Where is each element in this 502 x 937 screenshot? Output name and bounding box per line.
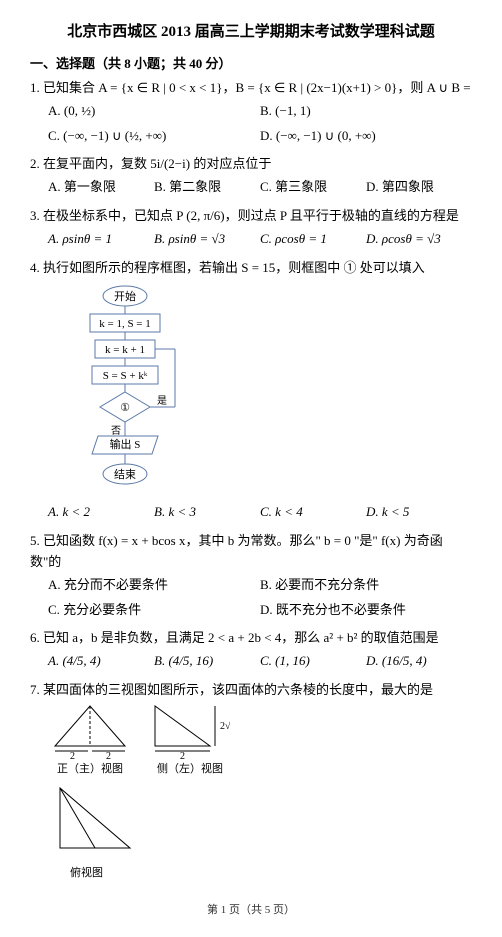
q3-opt-d: D. ρcosθ = √3	[366, 227, 472, 252]
flowchart-svg: 开始 k = 1, S = 1 k = k + 1 S = S + kᵏ ① 是…	[70, 284, 190, 494]
svg-text:2: 2	[70, 751, 75, 761]
q5-opt-c: C. 充分必要条件	[48, 598, 260, 623]
q6-opt-b: B. (4/5, 16)	[154, 649, 260, 674]
q2-opt-a: A. 第一象限	[48, 175, 154, 200]
q4-opt-d: D. k < 5	[366, 500, 472, 525]
q6-opt-a: A. (4/5, 4)	[48, 649, 154, 674]
q7-stem: 7. 某四面体的三视图如图所示，该四面体的六条棱的长度中，最大的是	[30, 682, 433, 697]
q2-opt-c: C. 第三象限	[260, 175, 366, 200]
question-4: 4. 执行如图所示的程序框图，若输出 S = 15，则框图中 ① 处可以填入 开…	[30, 258, 472, 526]
page-title: 北京市西城区 2013 届高三上学期期末考试数学理科试题	[30, 20, 472, 41]
side-view-svg: 2√3 2	[150, 701, 230, 761]
q1-opt-a: A. (0, ½)	[48, 99, 260, 124]
q3-opt-c: C. ρcosθ = 1	[260, 227, 366, 252]
flow-end: 结束	[114, 468, 136, 481]
q1-opt-b: B. (−1, 1)	[260, 99, 472, 124]
section-heading: 一、选择题（共 8 小题；共 40 分）	[30, 53, 472, 72]
q4-opt-b: B. k < 3	[154, 500, 260, 525]
svg-text:2√3: 2√3	[220, 721, 230, 732]
q5-stem: 5. 已知函数 f(x) = x + bcos x，其中 b 为常数。那么" b…	[30, 533, 443, 569]
svg-text:2: 2	[106, 751, 111, 761]
q3-opt-b: B. ρsinθ = √3	[154, 227, 260, 252]
q4-opt-a: A. k < 2	[48, 500, 154, 525]
q4-opt-c: C. k < 4	[260, 500, 366, 525]
flow-out: 输出 S	[110, 437, 141, 451]
front-view-label: 正（主）视图	[50, 761, 130, 779]
question-5: 5. 已知函数 f(x) = x + bcos x，其中 b 为常数。那么" b…	[30, 531, 472, 622]
top-view-label: 俯视图	[70, 865, 472, 883]
q1-opt-d: D. (−∞, −1) ∪ (0, +∞)	[260, 124, 472, 149]
q2-opt-b: B. 第二象限	[154, 175, 260, 200]
q3-opt-a: A. ρsinθ = 1	[48, 227, 154, 252]
flow-step2: S = S + kᵏ	[103, 370, 148, 382]
flowchart: 开始 k = 1, S = 1 k = k + 1 S = S + kᵏ ① 是…	[70, 284, 472, 494]
three-views: 22 正（主）视图 2√3 2 侧（左）视图	[50, 701, 472, 779]
q2-stem: 2. 在复平面内，复数 5i/(2−i) 的对应点位于	[30, 156, 271, 171]
q6-stem: 6. 已知 a，b 是非负数，且满足 2 < a + 2b < 4，那么 a² …	[30, 630, 439, 645]
front-view-svg: 22	[50, 701, 130, 761]
q5-opt-b: B. 必要而不充分条件	[260, 573, 472, 598]
q5-opt-a: A. 充分而不必要条件	[48, 573, 260, 598]
flow-no: 否	[111, 425, 121, 437]
q1-stem: 1. 已知集合 A = {x ∈ R | 0 < x < 1}，B = {x ∈…	[30, 80, 471, 95]
flow-cond: ①	[120, 402, 130, 414]
q2-opt-d: D. 第四象限	[366, 175, 472, 200]
q6-opt-c: C. (1, 16)	[260, 649, 366, 674]
flow-init: k = 1, S = 1	[99, 318, 151, 330]
side-view-label: 侧（左）视图	[150, 761, 230, 779]
question-6: 6. 已知 a，b 是非负数，且满足 2 < a + 2b < 4，那么 a² …	[30, 628, 472, 674]
q6-opt-d: D. (16/5, 4)	[366, 649, 472, 674]
page-footer: 第 1 页（共 5 页）	[30, 901, 472, 917]
question-2: 2. 在复平面内，复数 5i/(2−i) 的对应点位于 A. 第一象限 B. 第…	[30, 154, 472, 200]
flow-yes: 是	[157, 395, 167, 407]
question-3: 3. 在极坐标系中，已知点 P (2, π/6)，则过点 P 且平行于极轴的直线…	[30, 206, 472, 252]
q5-opt-d: D. 既不充分也不必要条件	[260, 598, 472, 623]
q4-stem: 4. 执行如图所示的程序框图，若输出 S = 15，则框图中 ① 处可以填入	[30, 260, 425, 275]
q3-stem: 3. 在极坐标系中，已知点 P (2, π/6)，则过点 P 且平行于极轴的直线…	[30, 208, 459, 223]
q1-opt-c: C. (−∞, −1) ∪ (½, +∞)	[48, 124, 260, 149]
top-view-svg	[50, 778, 140, 858]
flow-start: 开始	[114, 289, 136, 303]
question-1: 1. 已知集合 A = {x ∈ R | 0 < x < 1}，B = {x ∈…	[30, 78, 472, 148]
question-7: 7. 某四面体的三视图如图所示，该四面体的六条棱的长度中，最大的是 22 正（主…	[30, 680, 472, 883]
flow-step1: k = k + 1	[105, 344, 145, 356]
svg-text:2: 2	[180, 751, 185, 761]
